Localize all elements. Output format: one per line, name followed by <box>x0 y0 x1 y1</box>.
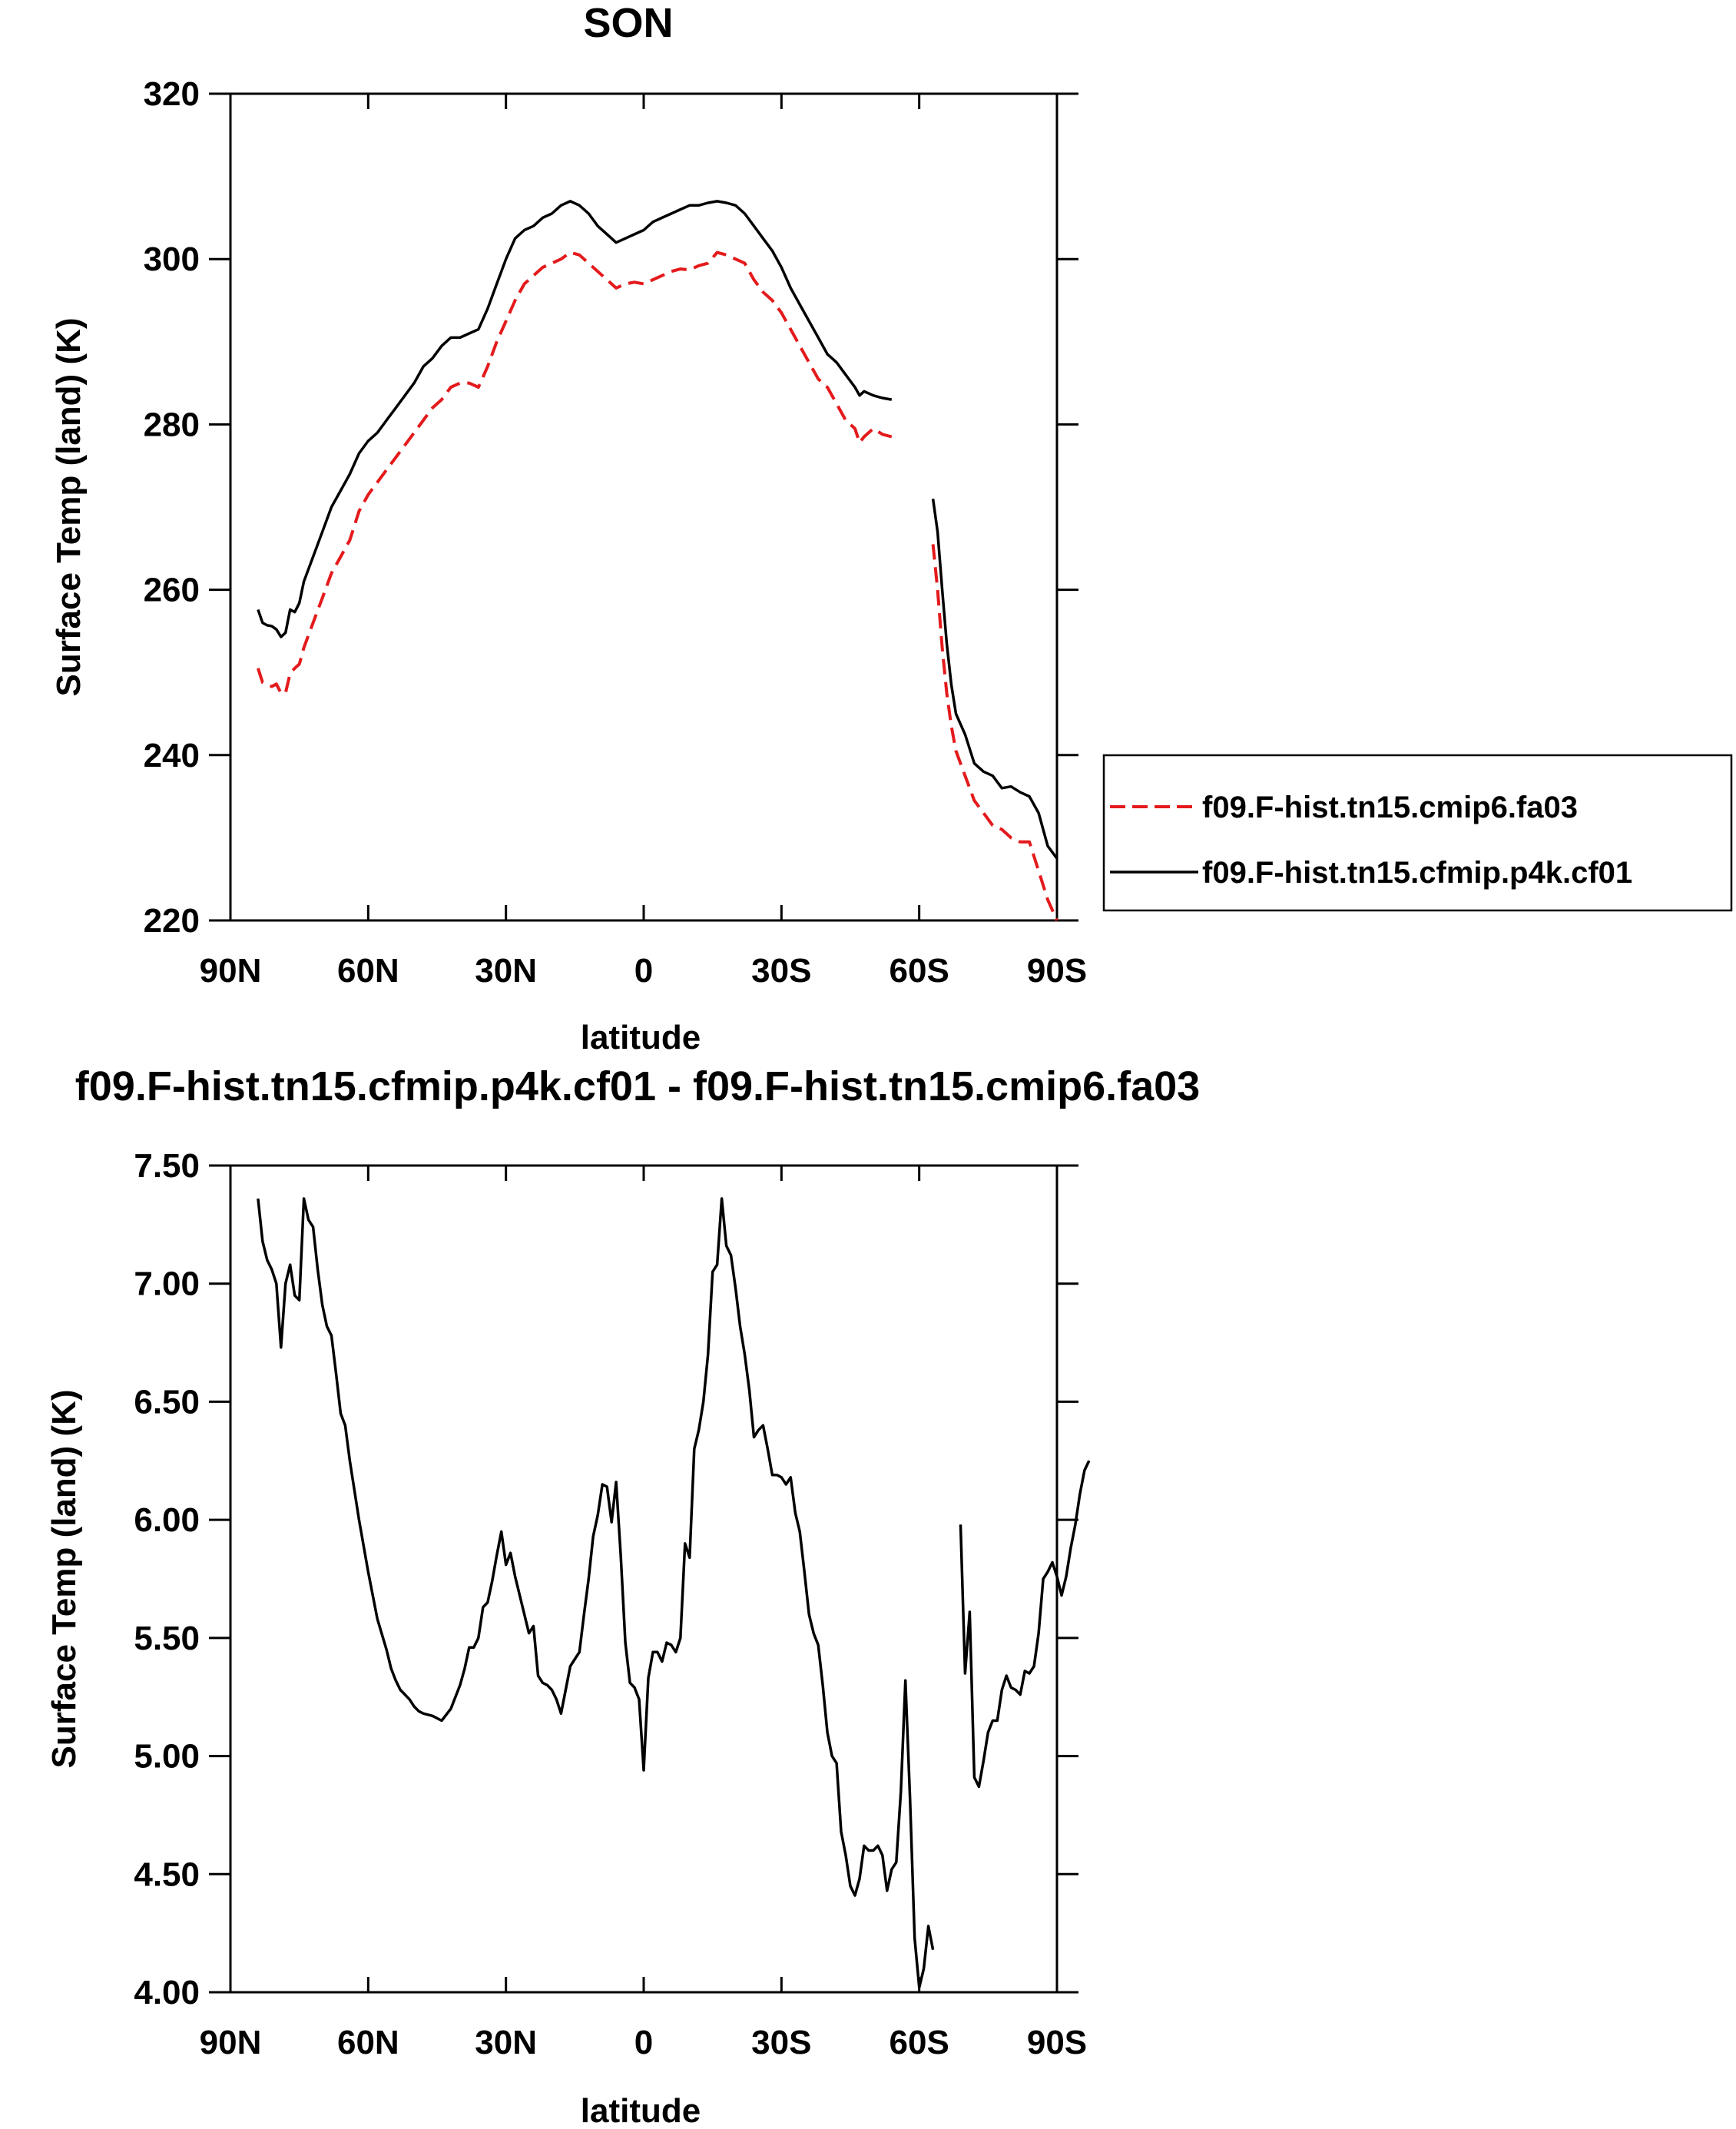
series-line-0-segment-1 <box>931 544 1058 921</box>
series-line-1-segment-1 <box>931 498 1058 860</box>
bottom-x-ticks: 90N 60N 30N 0 30S 60S 90S <box>200 1166 1087 2061</box>
x-tick-label: 30N <box>475 2024 537 2061</box>
series-line-0-segment-1 <box>959 1460 1091 1789</box>
x-tick-label: 60S <box>890 2024 949 2061</box>
series-line-1-segment-0 <box>257 200 893 638</box>
top-chart-title: SON <box>583 0 673 46</box>
y-tick-label: 7.50 <box>134 1147 200 1185</box>
y-tick-label: 4.00 <box>134 1974 200 2011</box>
top-x-axis-label: latitude <box>581 1019 701 1056</box>
x-tick-label: 90N <box>200 2024 262 2061</box>
bottom-chart-title: f09.F-hist.tn15.cfmip.p4k.cf01 - f09.F-h… <box>75 1063 1200 1109</box>
bottom-series-lines <box>257 1197 1091 1989</box>
series-line-0-segment-0 <box>257 1197 935 1989</box>
bottom-y-ticks: 4.00 4.50 5.00 5.50 6.00 6.50 7.00 7.50 <box>134 1147 1078 2011</box>
y-tick-label: 300 <box>144 240 200 278</box>
bottom-y-axis-label: Surface Temp (land) (K) <box>45 1389 83 1768</box>
x-tick-label: 90S <box>1027 952 1087 990</box>
x-tick-label: 0 <box>634 952 653 990</box>
legend: f09.F-hist.tn15.cmip6.fa03 f09.F-hist.tn… <box>1102 754 1733 912</box>
legend-label-cf01: f09.F-hist.tn15.cfmip.p4k.cf01 <box>1202 856 1632 890</box>
y-tick-label: 320 <box>144 75 200 113</box>
y-tick-label: 280 <box>144 406 200 443</box>
top-chart: SON 90N 60N 30N 0 30S 60S 90S 220 240 260 280 300 3… <box>50 0 1733 1056</box>
bottom-x-axis-label: latitude <box>581 2092 701 2129</box>
x-tick-label: 60S <box>890 952 949 990</box>
y-tick-label: 6.50 <box>134 1383 200 1421</box>
y-tick-label: 5.00 <box>134 1738 200 1776</box>
series-line-0-segment-0 <box>256 250 893 695</box>
y-tick-label: 220 <box>144 902 200 940</box>
legend-box <box>1102 754 1733 912</box>
top-y-axis-label: Surface Temp (land) (K) <box>50 317 88 696</box>
x-tick-label: 0 <box>634 2024 653 2061</box>
y-tick-label: 260 <box>144 572 200 609</box>
x-tick-label: 30N <box>475 952 537 990</box>
legend-label-fa03: f09.F-hist.tn15.cmip6.fa03 <box>1202 791 1578 824</box>
y-tick-label: 5.50 <box>134 1620 200 1657</box>
x-tick-label: 30S <box>751 2024 811 2061</box>
x-tick-label: 90N <box>200 952 262 990</box>
y-tick-label: 240 <box>144 737 200 774</box>
top-y-ticks: 220 240 260 280 300 320 <box>144 75 1078 940</box>
x-tick-label: 60N <box>337 952 399 990</box>
x-tick-label: 60N <box>337 2024 399 2061</box>
y-tick-label: 4.50 <box>134 1855 200 1893</box>
x-tick-label: 30S <box>751 952 811 990</box>
y-tick-label: 6.00 <box>134 1501 200 1539</box>
top-x-ticks: 90N 60N 30N 0 30S 60S 90S <box>200 94 1087 990</box>
x-tick-label: 90S <box>1027 2024 1087 2061</box>
bottom-chart: f09.F-hist.tn15.cfmip.p4k.cf01 - f09.F-h… <box>45 1063 1200 2129</box>
y-tick-label: 7.00 <box>134 1265 200 1303</box>
bottom-plot-frame <box>229 1164 1058 1994</box>
top-series-lines <box>256 200 1058 921</box>
